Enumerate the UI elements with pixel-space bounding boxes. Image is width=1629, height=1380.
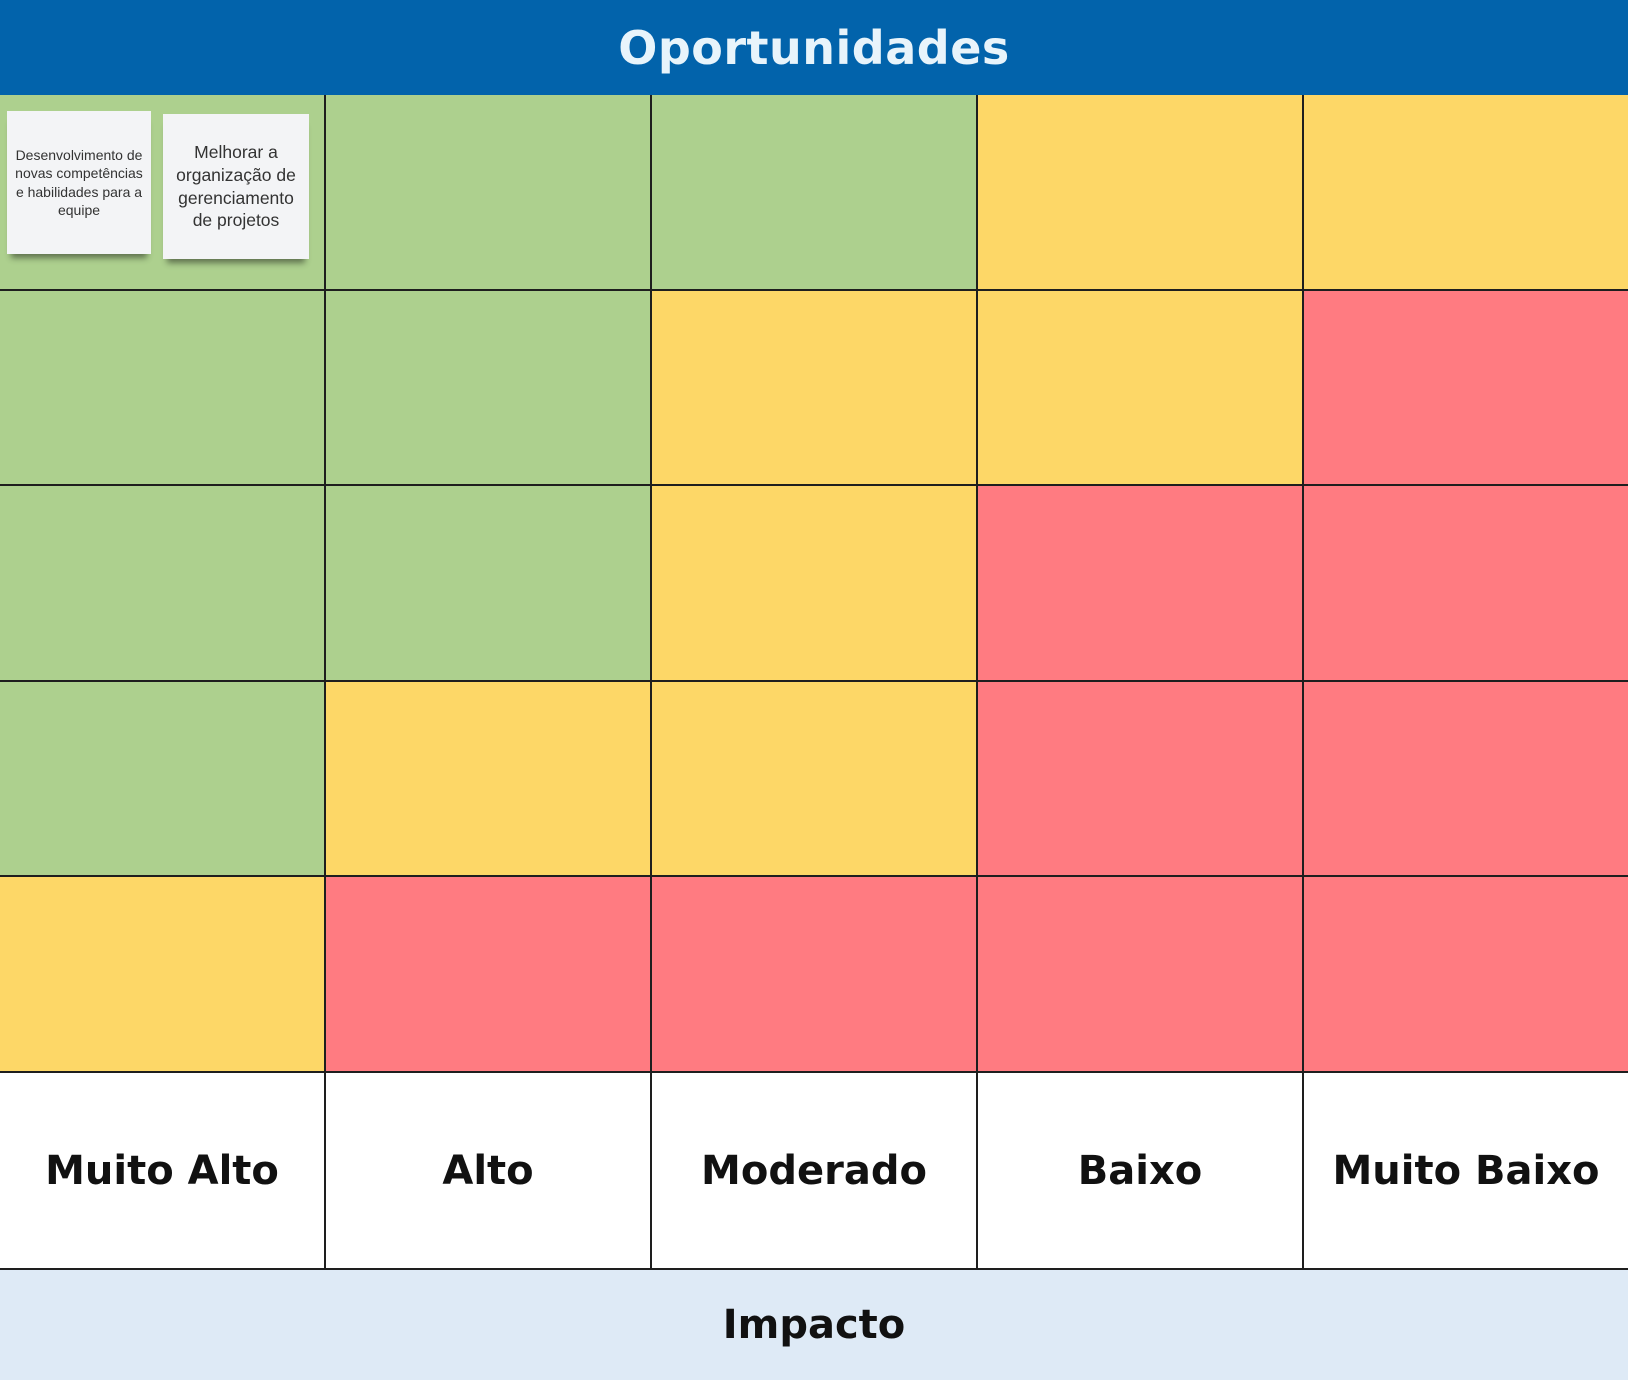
impact-level-label: Muito Baixo [1304,1073,1628,1270]
matrix-cell-r2-c4-yellow [978,291,1304,486]
matrix-cell-r4-c3-yellow [652,682,978,877]
matrix-cell-r2-c3-yellow [652,291,978,486]
matrix-cell-r1-c3-green [652,95,978,291]
matrix-cell-r4-c2-yellow [326,682,652,877]
matrix-cell-r5-c5-red [1304,877,1628,1073]
matrix-cell-r4-c1-green [0,682,326,877]
impact-level-label: Muito Alto [0,1073,326,1270]
matrix-cell-r5-c1-yellow [0,877,326,1073]
matrix-cell-r3-c1-green [0,486,326,682]
matrix-cell-r2-c5-red [1304,291,1628,486]
matrix-cell-r1-c1-green: Desenvolvimento de novas competências e … [0,95,326,291]
matrix-cell-r4-c4-red [978,682,1304,877]
matrix-cell-r3-c3-yellow [652,486,978,682]
impact-level-label: Moderado [652,1073,978,1270]
page-title: Oportunidades [0,0,1628,95]
matrix-cell-r5-c4-red [978,877,1304,1073]
matrix-cell-r2-c1-green [0,291,326,486]
sticky-note[interactable]: Desenvolvimento de novas competências e … [7,111,151,254]
impact-level-label: Alto [326,1073,652,1270]
matrix-cell-r3-c5-red [1304,486,1628,682]
matrix-cell-r3-c4-red [978,486,1304,682]
impact-matrix-grid: Desenvolvimento de novas competências e … [0,95,1628,1270]
matrix-cell-r2-c2-green [326,291,652,486]
matrix-cell-r3-c2-green [326,486,652,682]
matrix-cell-r1-c5-yellow [1304,95,1628,291]
sticky-note[interactable]: Melhorar a organização de gerenciamento … [163,114,309,259]
matrix-cell-r5-c2-red [326,877,652,1073]
matrix-cell-r4-c5-red [1304,682,1628,877]
impact-level-label: Baixo [978,1073,1304,1270]
matrix-cell-r1-c2-green [326,95,652,291]
impact-axis-label: Impacto [0,1270,1628,1380]
matrix-cell-r5-c3-red [652,877,978,1073]
matrix-cell-r1-c4-yellow [978,95,1304,291]
